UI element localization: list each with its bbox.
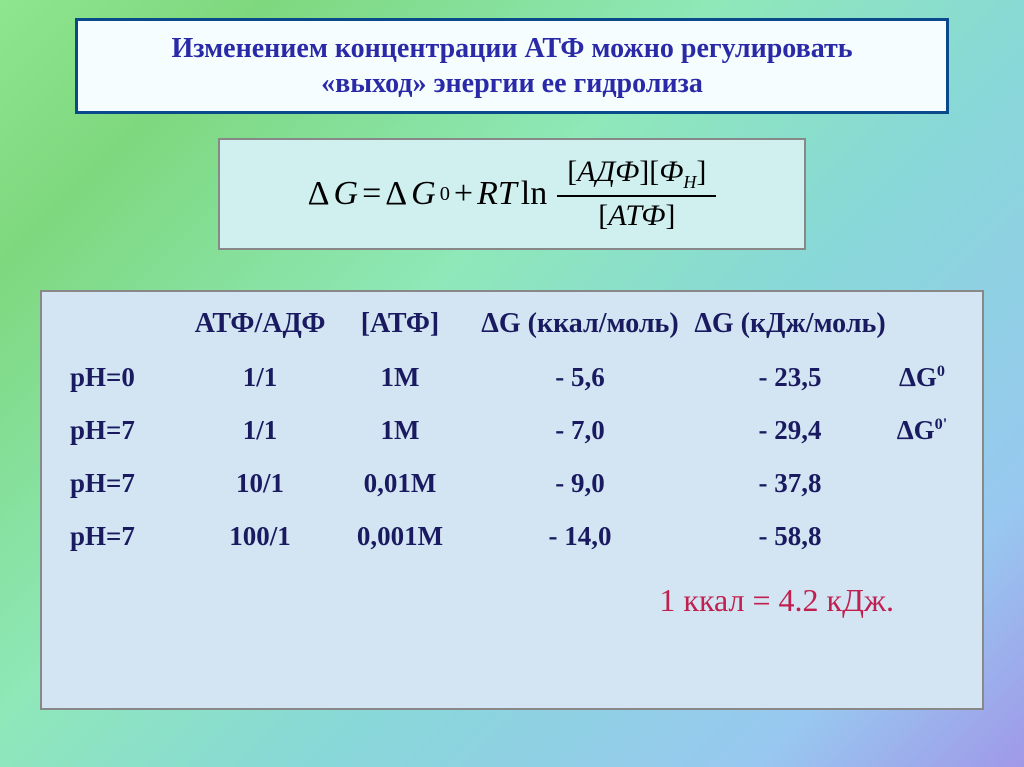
- rt: RT: [477, 175, 517, 213]
- cell-atp: 1M: [330, 415, 470, 446]
- conversion-note: 1 ккал = 4.2 кДж.: [70, 582, 954, 619]
- table-row: pH=7 1/1 1M - 7,0 - 29,4 ΔG0': [70, 415, 954, 446]
- cell-g-kj: - 23,5: [690, 362, 890, 393]
- br-r2: ]: [665, 199, 675, 232]
- table-row: pH=7 10/1 0,01M - 9,0 - 37,8: [70, 468, 954, 499]
- cell-g-kcal: - 14,0: [470, 521, 690, 552]
- table-row: pH=0 1/1 1M - 5,6 - 23,5 ΔG0: [70, 362, 954, 393]
- cell-ratio: 1/1: [190, 362, 330, 393]
- cell-note: ΔG0': [890, 415, 954, 446]
- ln: ln: [521, 175, 547, 213]
- cell-ratio: 100/1: [190, 521, 330, 552]
- cell-g-kcal: - 5,6: [470, 362, 690, 393]
- phi: Ф: [659, 155, 683, 188]
- cell-ratio: 1/1: [190, 415, 330, 446]
- note-text: ΔG: [899, 362, 937, 392]
- table-row: pH=7 100/1 0,001M - 14,0 - 58,8: [70, 521, 954, 552]
- adp: АДФ: [577, 155, 639, 188]
- denominator: [АТФ]: [588, 197, 685, 233]
- plus: +: [454, 175, 473, 213]
- cell-g-kj: - 29,4: [690, 415, 890, 446]
- hdr-g-kcal: ΔG (ккал/моль): [470, 308, 690, 340]
- br-m: ][: [639, 155, 659, 188]
- atp: АТФ: [608, 199, 665, 232]
- g-1: G: [334, 175, 359, 213]
- delta-1: Δ: [308, 175, 330, 213]
- cell-note: [890, 468, 954, 499]
- br-l1: [: [567, 155, 577, 188]
- table-header-row: АТФ/АДФ [АТФ] ΔG (ккал/моль) ΔG (кДж/мол…: [70, 308, 954, 340]
- cell-ph: pH=0: [70, 362, 190, 393]
- cell-g-kj: - 58,8: [690, 521, 890, 552]
- br-r1: ]: [696, 155, 706, 188]
- hdr-g-kj: ΔG (кДж/моль): [690, 308, 890, 340]
- numerator: [АДФ][ФН]: [557, 155, 716, 197]
- cell-g-kj: - 37,8: [690, 468, 890, 499]
- cell-atp: 0,001M: [330, 521, 470, 552]
- phi-sub: Н: [683, 172, 696, 192]
- cell-atp: 1M: [330, 362, 470, 393]
- eq: =: [362, 175, 381, 213]
- gibbs-formula: ΔG = ΔG0 + RT ln [АДФ][ФН] [АТФ]: [308, 155, 717, 233]
- hdr-empty: [70, 308, 190, 340]
- cell-note: ΔG0: [890, 362, 954, 393]
- title-line-1: Изменением концентрации АТФ можно регули…: [98, 31, 926, 66]
- cell-note: [890, 521, 954, 552]
- note-sup: 0: [937, 362, 945, 380]
- cell-ratio: 10/1: [190, 468, 330, 499]
- cell-atp: 0,01M: [330, 468, 470, 499]
- data-table: АТФ/АДФ [АТФ] ΔG (ккал/моль) ΔG (кДж/мол…: [40, 290, 984, 710]
- hdr-ratio: АТФ/АДФ: [190, 308, 330, 340]
- cell-g-kcal: - 9,0: [470, 468, 690, 499]
- g-2: G: [411, 175, 436, 213]
- cell-ph: pH=7: [70, 415, 190, 446]
- formula-box: ΔG = ΔG0 + RT ln [АДФ][ФН] [АТФ]: [218, 138, 806, 250]
- title-line-2: «выход» энергии ее гидролиза: [98, 66, 926, 101]
- hdr-atp: [АТФ]: [330, 308, 470, 340]
- delta-2: Δ: [385, 175, 407, 213]
- cell-g-kcal: - 7,0: [470, 415, 690, 446]
- note-sup: 0': [935, 415, 948, 433]
- hdr-note: [890, 308, 954, 340]
- sup-0: 0: [440, 183, 450, 206]
- fraction: [АДФ][ФН] [АТФ]: [557, 155, 716, 233]
- cell-ph: pH=7: [70, 468, 190, 499]
- note-text: ΔG: [897, 415, 935, 445]
- br-l2: [: [598, 199, 608, 232]
- title-box: Изменением концентрации АТФ можно регули…: [75, 18, 949, 114]
- cell-ph: pH=7: [70, 521, 190, 552]
